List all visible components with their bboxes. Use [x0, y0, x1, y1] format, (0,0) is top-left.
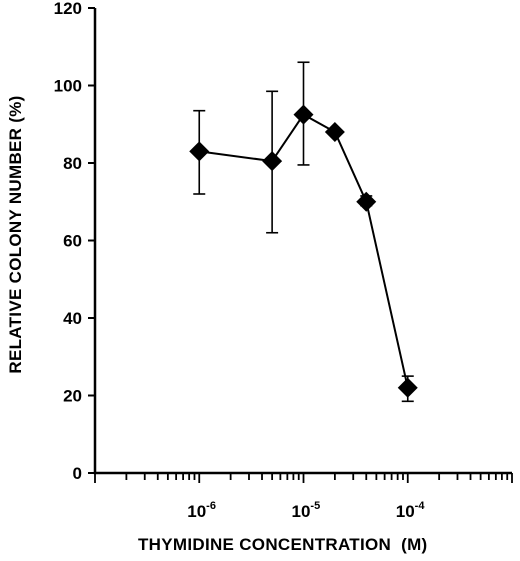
x-tick-label: 10-5: [292, 500, 321, 521]
y-tick-label: 60: [63, 232, 82, 251]
data-point: [189, 141, 210, 162]
y-tick-label: 120: [54, 0, 82, 18]
y-tick-label: 20: [63, 387, 82, 406]
x-tick-label: 10-6: [187, 500, 216, 521]
series-path: [199, 113, 409, 389]
series-line: [199, 113, 409, 389]
x-tick-label: 10-4: [396, 500, 426, 521]
data-point: [356, 191, 377, 212]
y-ticks: 0 20 40 60 80 100 120: [54, 0, 95, 483]
data-point: [293, 104, 314, 125]
data-point: [397, 377, 418, 398]
y-tick-label: 100: [54, 77, 82, 96]
data-markers: [189, 104, 418, 398]
x-ticks: 10-6 10-5 10-4: [94, 473, 513, 521]
y-tick-label: 80: [63, 154, 82, 173]
x-axis-title: THYMIDINE CONCENTRATION (M): [138, 535, 428, 554]
y-axis-title: RELATIVE COLONY NUMBER (%): [6, 95, 25, 373]
y-tick-label: 0: [73, 464, 82, 483]
data-point: [262, 151, 283, 172]
y-tick-label: 40: [63, 309, 82, 328]
data-point: [324, 122, 345, 142]
